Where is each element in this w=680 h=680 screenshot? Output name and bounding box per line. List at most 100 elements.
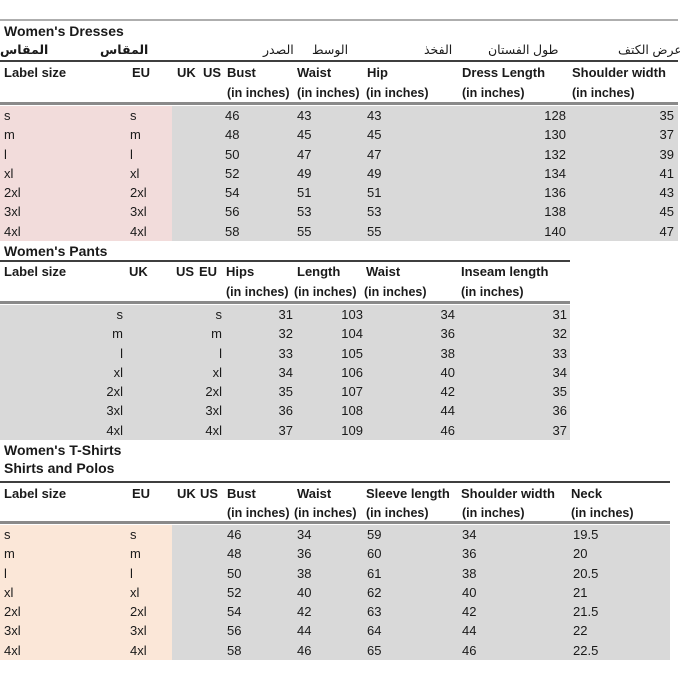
arabic-header-shoulder-width: عرض الكتف <box>618 43 680 57</box>
neck-cell: 21 <box>572 582 670 603</box>
label-size-cell: 3xl <box>0 621 120 641</box>
label-size-cell: l <box>0 563 120 583</box>
arabic-header-size-1: المقاس <box>0 43 49 57</box>
shoulder-width-cell: 35 <box>568 106 678 126</box>
hips-cell: 37 <box>224 420 297 441</box>
unit-header-row: (in inches) (in inches) (in inches) (in inc… <box>0 84 680 102</box>
label-size-cell: s <box>0 305 125 325</box>
dress-length-cell: 134 <box>437 163 568 184</box>
waist-cell: 49 <box>297 163 367 184</box>
col-header-eu: EU <box>132 65 151 80</box>
table-row: l l 50 38 61 38 20.5 <box>0 563 670 583</box>
hip-cell: 51 <box>367 183 437 203</box>
uk-us-cell <box>172 582 227 603</box>
waist-cell: 45 <box>297 125 367 145</box>
inseam-length-cell: 36 <box>459 401 570 421</box>
uk-us-cell <box>172 525 227 545</box>
col-header-dress-length: Dress Length <box>462 65 546 80</box>
column-header-row: Label size EU UK US Bust Waist Hip Dress Length… <box>0 64 680 82</box>
inseam-length-cell: 32 <box>459 324 570 344</box>
hip-cell: 45 <box>367 125 437 145</box>
eu-cell: m <box>120 544 172 564</box>
hip-cell: 47 <box>367 144 437 164</box>
unit-sleeve-length: (in inches) <box>366 506 429 520</box>
hips-cell: 34 <box>224 362 297 383</box>
label-size-cell: m <box>0 544 120 564</box>
arabic-header-waist: الوسط <box>312 43 349 57</box>
neck-cell: 19.5 <box>572 525 670 545</box>
label-size-cell: 4xl <box>0 221 120 242</box>
arabic-header-bust: الصدر <box>263 43 294 57</box>
eu-cell: xl <box>120 163 172 184</box>
inseam-length-cell: 35 <box>459 382 570 402</box>
unit-bust: (in inches) <box>227 86 290 100</box>
length-cell: 106 <box>297 362 367 383</box>
table-row: 3xl 3xl 36 108 44 36 <box>0 401 570 421</box>
hips-cell: 31 <box>224 305 297 325</box>
eu-cell: s <box>120 525 172 545</box>
inseam-length-cell: 34 <box>459 362 570 383</box>
table-row: 4xl 4xl 37 109 46 37 <box>0 420 570 441</box>
shoulder-width-cell: 46 <box>462 640 572 661</box>
col-header-waist: Waist <box>366 264 401 279</box>
eu-cell: 3xl <box>120 202 172 222</box>
eu-cell: m <box>125 324 224 344</box>
neck-cell: 22 <box>572 621 670 641</box>
col-header-uk: UK <box>129 264 148 279</box>
label-size-cell: xl <box>0 582 120 603</box>
sleeve-length-cell: 59 <box>367 525 462 545</box>
table-row: m m 48 36 60 36 20 <box>0 544 670 564</box>
table-row: xl xl 52 40 62 40 21 <box>0 582 670 603</box>
col-header-sleeve-length: Sleeve length <box>366 486 450 501</box>
col-header-bust: Bust <box>227 65 256 80</box>
label-size-cell: 3xl <box>0 401 125 421</box>
sleeve-length-cell: 62 <box>367 582 462 603</box>
col-header-label-size: Label size <box>4 65 67 80</box>
shoulder-width-cell: 47 <box>568 221 678 242</box>
uk-us-cell <box>172 602 227 622</box>
label-size-cell: xl <box>0 163 120 184</box>
label-size-cell: 4xl <box>0 420 125 441</box>
header-divider <box>0 481 670 483</box>
eu-cell: 2xl <box>120 183 172 203</box>
waist-cell: 42 <box>297 602 367 622</box>
waist-cell: 46 <box>297 640 367 661</box>
label-size-cell: m <box>0 324 125 344</box>
hip-cell: 53 <box>367 202 437 222</box>
waist-cell: 40 <box>297 582 367 603</box>
unit-length: (in inches) <box>294 285 357 299</box>
neck-cell: 20 <box>572 544 670 564</box>
dress-length-cell: 138 <box>437 202 568 222</box>
uk-us-cell <box>172 202 222 222</box>
eu-cell: l <box>120 563 172 583</box>
sleeve-length-cell: 65 <box>367 640 462 661</box>
col-header-neck: Neck <box>571 486 603 501</box>
unit-hips: (in inches) <box>226 285 289 299</box>
uk-us-cell <box>172 544 227 564</box>
shoulder-width-cell: 39 <box>568 144 678 164</box>
table-row: m m 48 45 45 130 37 <box>0 125 678 145</box>
body-divider <box>0 521 670 524</box>
table-row: 2xl 2xl 35 107 42 35 <box>0 382 570 402</box>
col-header-inseam-length: Inseam length <box>461 264 549 279</box>
shoulder-width-cell: 44 <box>462 621 572 641</box>
col-header-waist: Waist <box>297 65 332 80</box>
unit-shoulder-width: (in inches) <box>462 506 525 520</box>
label-size-cell: m <box>0 125 120 145</box>
length-cell: 107 <box>297 382 367 402</box>
inseam-length-cell: 33 <box>459 343 570 363</box>
bust-cell: 52 <box>222 163 297 184</box>
col-header-us: US <box>176 264 195 279</box>
label-size-cell: s <box>0 525 120 545</box>
eu-cell: 2xl <box>125 382 224 402</box>
table-row: s s 46 43 43 128 35 <box>0 106 678 126</box>
waist-cell: 55 <box>297 221 367 242</box>
label-size-cell: 3xl <box>0 202 120 222</box>
shoulder-width-cell: 40 <box>462 582 572 603</box>
uk-us-cell <box>172 621 227 641</box>
section-title: Women's Dresses <box>4 23 124 39</box>
label-size-cell: 4xl <box>0 640 120 661</box>
waist-cell: 36 <box>367 324 459 344</box>
